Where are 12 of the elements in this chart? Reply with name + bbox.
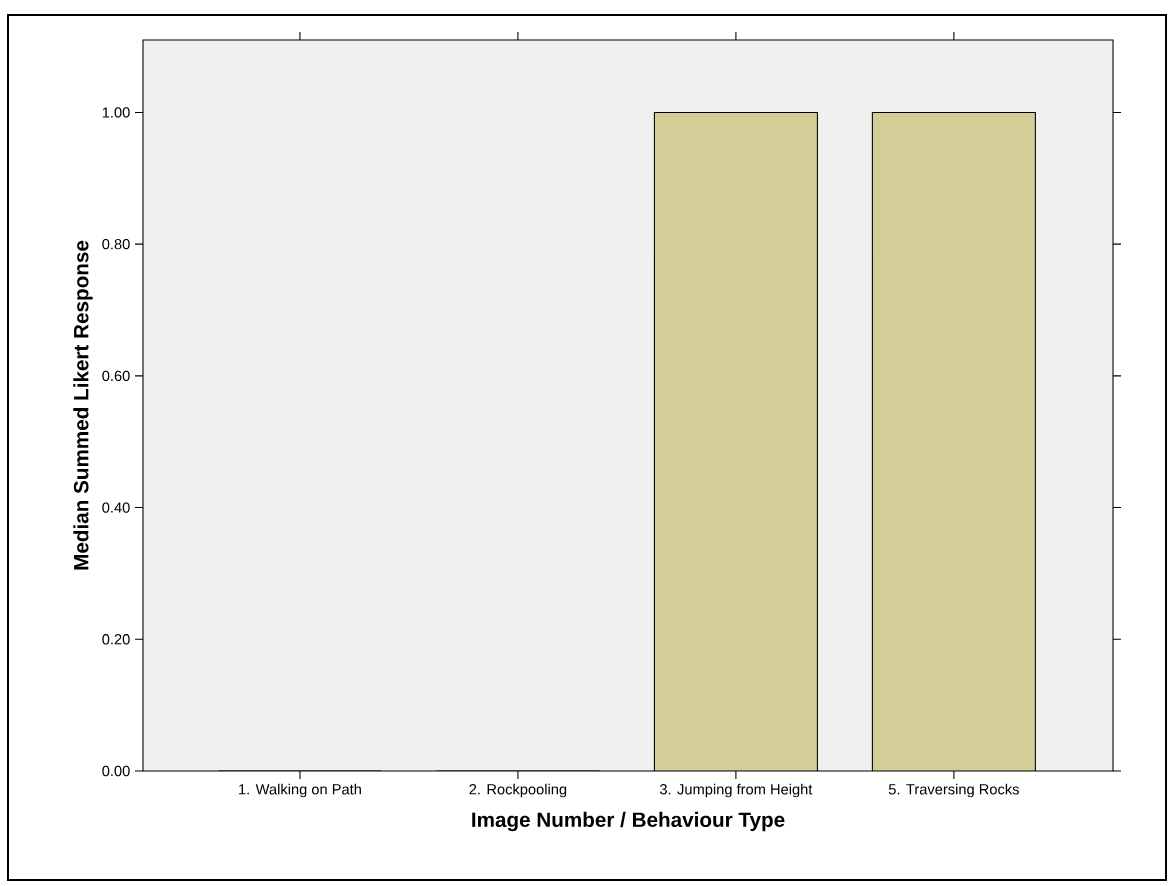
y-tick-label: 0.80	[102, 238, 130, 250]
y-tick-label: 0.20	[102, 634, 130, 645]
y-axis-title: Median Summed Likert Response	[73, 240, 93, 570]
x-tick-label: 3. Jumping from Height	[659, 783, 813, 798]
y-tick-label: 0.40	[102, 502, 130, 513]
x-tick-label: 5. Traversing Rocks	[888, 783, 1019, 798]
x-axis-title: Image Number / Behaviour Type	[472, 811, 785, 832]
y-tick-label: 1.00	[102, 107, 130, 118]
x-tick-label: 2. Rockpooling	[469, 783, 567, 798]
y-tick-label: 0.00	[102, 765, 130, 777]
y-tick-label: 0.60	[102, 370, 130, 382]
x-tick-label: 1. Walking on Path	[239, 783, 361, 798]
